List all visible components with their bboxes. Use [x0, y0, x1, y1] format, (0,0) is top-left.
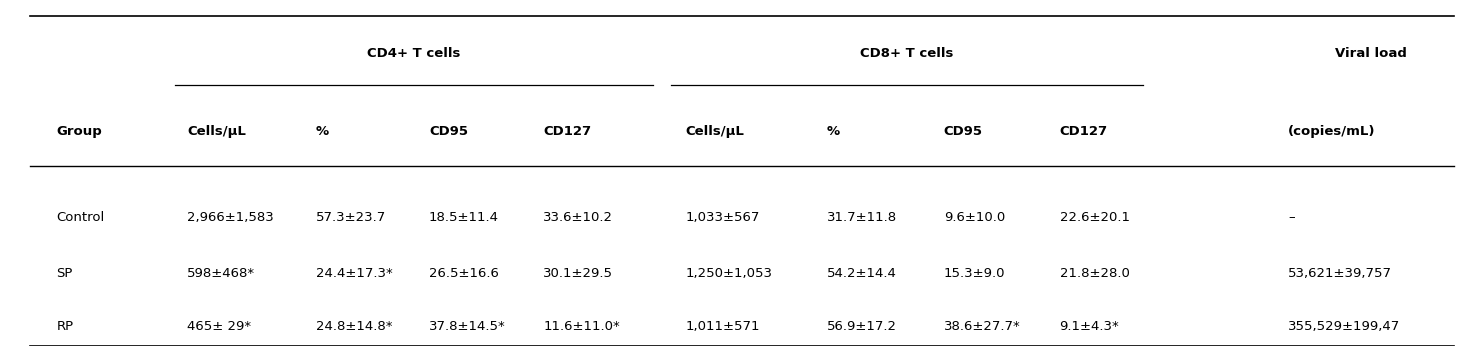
Text: 355,529±199,47: 355,529±199,47: [1288, 320, 1401, 334]
Text: Control: Control: [56, 211, 105, 225]
Text: Cells/μL: Cells/μL: [686, 125, 745, 138]
Text: 2,966±1,583: 2,966±1,583: [187, 211, 273, 225]
Text: 9.1±4.3*: 9.1±4.3*: [1060, 320, 1119, 334]
Text: CD127: CD127: [543, 125, 591, 138]
Text: (copies/mL): (copies/mL): [1288, 125, 1376, 138]
Text: 37.8±14.5*: 37.8±14.5*: [429, 320, 506, 334]
Text: CD95: CD95: [429, 125, 467, 138]
Text: 22.6±20.1: 22.6±20.1: [1060, 211, 1129, 225]
Text: 9.6±10.0: 9.6±10.0: [944, 211, 1005, 225]
Text: 30.1±29.5: 30.1±29.5: [543, 267, 613, 280]
Text: 53,621±39,757: 53,621±39,757: [1288, 267, 1392, 280]
Text: 26.5±16.6: 26.5±16.6: [429, 267, 499, 280]
Text: Cells/μL: Cells/μL: [187, 125, 246, 138]
Text: 54.2±14.4: 54.2±14.4: [827, 267, 896, 280]
Text: 18.5±11.4: 18.5±11.4: [429, 211, 499, 225]
Text: –: –: [1288, 211, 1294, 225]
Text: CD4+ T cells: CD4+ T cells: [368, 47, 460, 60]
Text: 56.9±17.2: 56.9±17.2: [827, 320, 896, 334]
Text: 598±468*: 598±468*: [187, 267, 255, 280]
Text: 465± 29*: 465± 29*: [187, 320, 251, 334]
Text: 11.6±11.0*: 11.6±11.0*: [543, 320, 620, 334]
Text: Viral load: Viral load: [1336, 47, 1407, 60]
Text: 1,033±567: 1,033±567: [686, 211, 760, 225]
Text: 24.4±17.3*: 24.4±17.3*: [316, 267, 393, 280]
Text: 33.6±10.2: 33.6±10.2: [543, 211, 613, 225]
Text: 24.8±14.8*: 24.8±14.8*: [316, 320, 393, 334]
Text: CD8+ T cells: CD8+ T cells: [861, 47, 953, 60]
Text: CD127: CD127: [1060, 125, 1107, 138]
Text: 38.6±27.7*: 38.6±27.7*: [944, 320, 1021, 334]
Text: %: %: [316, 125, 329, 138]
Text: 57.3±23.7: 57.3±23.7: [316, 211, 386, 225]
Text: 1,250±1,053: 1,250±1,053: [686, 267, 773, 280]
Text: 21.8±28.0: 21.8±28.0: [1060, 267, 1129, 280]
Text: 31.7±11.8: 31.7±11.8: [827, 211, 896, 225]
Text: 15.3±9.0: 15.3±9.0: [944, 267, 1005, 280]
Text: RP: RP: [56, 320, 74, 334]
Text: Group: Group: [56, 125, 102, 138]
Text: %: %: [827, 125, 840, 138]
Text: CD95: CD95: [944, 125, 982, 138]
Text: 1,011±571: 1,011±571: [686, 320, 760, 334]
Text: SP: SP: [56, 267, 73, 280]
